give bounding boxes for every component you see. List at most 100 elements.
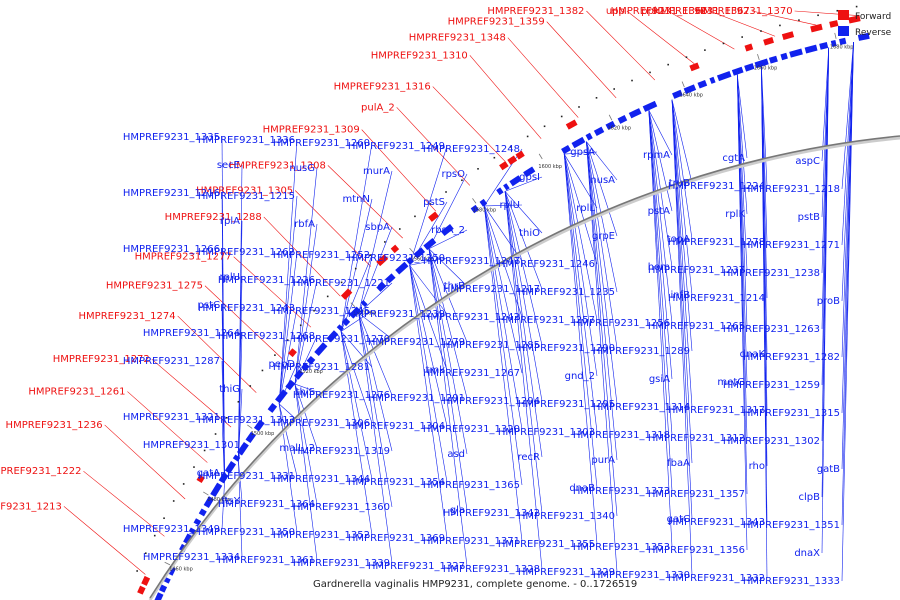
leader-line	[736, 74, 748, 551]
tick-mark	[296, 361, 302, 366]
gene-label: HMPREF9231_1360	[293, 502, 390, 513]
gene-label: HMPREF9231_1342	[443, 508, 540, 519]
marker-dot	[340, 281, 343, 284]
leader-line	[671, 99, 693, 576]
gene-label: HMPREF9231_1366	[611, 6, 708, 17]
gene-label: HMPREF9231_1364	[218, 499, 315, 510]
gene-label: pstS	[423, 197, 445, 208]
gene-label: dnaB	[569, 483, 595, 494]
leader-line	[428, 173, 468, 249]
tick-mark	[681, 81, 685, 88]
gene-label: fbaA	[667, 458, 690, 469]
reverse-gene	[326, 330, 339, 343]
leader-line	[238, 460, 243, 502]
leader-line	[648, 110, 673, 156]
gene-label: HMPREF9231_1237	[648, 265, 745, 276]
tick-mark	[247, 424, 253, 429]
gene-label: HMPREF9231_1243	[198, 303, 295, 314]
gene-label: HMPREF9231_1305	[196, 185, 293, 196]
forward-gene	[428, 211, 439, 222]
tick-label: 1560 kbp	[411, 257, 435, 263]
leader-line	[586, 141, 618, 181]
genome-caption: Gardnerella vaginalis HMP9231, complete …	[313, 579, 637, 590]
tick-mark	[472, 198, 477, 204]
leader-line	[238, 332, 243, 461]
leader-line	[361, 129, 436, 212]
gene-label: HMPREF9231_1314	[593, 402, 690, 413]
leader-line	[294, 167, 318, 385]
leader-line	[221, 360, 225, 483]
forward-gene	[744, 43, 754, 52]
reverse-gene	[314, 342, 328, 356]
leader-line	[358, 313, 393, 508]
gene-label: HMPREF9231_1382	[487, 6, 584, 17]
gene-label: HMPREF9231_1263	[723, 324, 820, 335]
reverse-gene	[479, 198, 488, 207]
leader-line	[294, 279, 318, 385]
marker-dot	[722, 42, 725, 45]
gene-label: HMPREF9231_1332	[668, 573, 765, 584]
gene-label: rplA	[220, 216, 240, 227]
marker-dot	[510, 146, 512, 148]
leader-line	[340, 198, 373, 332]
gene-label: topA	[667, 234, 690, 245]
gene-label: HMPREF9231_1248	[423, 144, 520, 155]
gene-label: HMPREF9231_1239	[348, 309, 445, 320]
marker-dot	[649, 71, 651, 74]
leader-line	[751, 10, 817, 26]
label-leader-lines	[63, 10, 858, 582]
gene-label: HMPREF9231_1317	[668, 405, 765, 416]
gene-label: pulA_2	[361, 102, 395, 113]
reverse-gene	[360, 299, 368, 307]
marker-dot	[249, 385, 252, 387]
marker-dot	[704, 49, 706, 51]
tick-label: 1540 kbp	[353, 311, 377, 317]
reverse-gene	[605, 120, 616, 130]
forward-gene	[565, 119, 578, 130]
leader-line	[358, 313, 393, 396]
gene-label: HMPREF9231_1353	[573, 542, 670, 553]
gene-label: hom	[648, 262, 670, 273]
marker-dot	[286, 339, 289, 341]
reverse-gene	[341, 317, 351, 327]
leader-line	[586, 141, 618, 405]
leader-line	[409, 265, 448, 539]
gene-label: HMPREF9231_1355	[498, 539, 595, 550]
gene-label: HMPREF9231_1266	[123, 244, 220, 255]
leader-line	[151, 358, 232, 428]
leader-line	[340, 331, 373, 424]
gene-label: HMPREF9231_1373	[573, 486, 670, 497]
marker-dot	[798, 19, 800, 21]
leader-line	[263, 216, 341, 297]
gene-label: clpB	[799, 492, 821, 503]
gene-label: HMPREF9231_1222	[0, 466, 81, 477]
marker-dot	[354, 267, 357, 270]
gene-label: thrB	[444, 281, 465, 292]
gene-label: dnaK	[740, 349, 766, 360]
gene-label: HMPREF9231_1276	[293, 390, 390, 401]
gene-label: aspC	[795, 156, 820, 167]
gene-label: HMPREF9231_1259	[723, 380, 820, 391]
leader-line	[671, 99, 693, 184]
leader-line	[648, 110, 673, 212]
reverse-gene	[275, 389, 288, 404]
tick-mark	[409, 247, 414, 253]
reverse-gene	[857, 32, 870, 41]
gene-label: HMPREF9231_1287	[123, 356, 220, 367]
gene-label: proB	[817, 296, 840, 307]
gene-label: dnaX	[794, 548, 820, 559]
leader-line	[483, 205, 523, 374]
gene-label: HMPREF9231_1365	[423, 480, 520, 491]
gene-label: HMPREF9231_1354	[348, 477, 445, 488]
tick-mark	[834, 32, 837, 39]
gene-label: HMPREF9231_1265	[648, 321, 745, 332]
gene-label: nusA	[590, 175, 615, 186]
gene-label: HMPREF9231_1242	[423, 312, 520, 323]
marker-dot	[836, 9, 839, 12]
tick-mark	[350, 302, 356, 308]
leader-line	[238, 388, 243, 461]
leader-line	[821, 47, 830, 162]
leader-line	[586, 141, 618, 237]
leader-line	[671, 99, 693, 520]
